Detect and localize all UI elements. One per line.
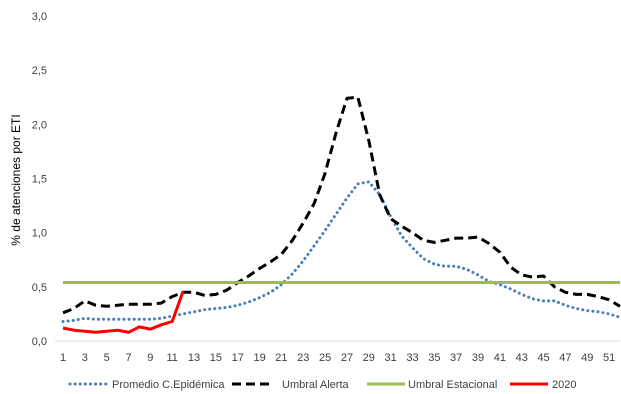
legend-label: Promedio C.Epidémica — [112, 379, 225, 391]
x-tick-label: 47 — [559, 352, 571, 364]
x-tick-label: 13 — [188, 352, 200, 364]
y-tick-label: 1,0 — [32, 228, 47, 240]
x-tick-label: 1 — [60, 352, 66, 364]
y-axis-ticks: 0,0 0,5 1,0 1,5 2,0 2,5 3,0 — [32, 11, 47, 348]
x-axis-ticks: 1 3 5 7 9 11 13 15 17 19 21 23 25 27 29 31 33 35 37 39 41 43 4… — [60, 352, 615, 364]
x-tick-label: 29 — [363, 352, 375, 364]
y-tick-label: 0,0 — [32, 336, 47, 348]
series-line-promedio-c-epid-mica — [61, 180, 621, 323]
y-tick-label: 2,0 — [32, 119, 47, 131]
y-tick-label: 0,5 — [32, 282, 47, 294]
x-tick-label: 37 — [450, 352, 462, 364]
legend-label: Umbral Alerta — [282, 379, 350, 391]
x-tick-label: 41 — [494, 352, 506, 364]
y-tick-label: 1,5 — [32, 174, 47, 186]
x-tick-label: 3 — [82, 352, 88, 364]
x-tick-label: 43 — [516, 352, 528, 364]
legend-label: Umbral Estacional — [408, 379, 497, 391]
x-tick-label: 23 — [297, 352, 309, 364]
x-tick-label: 45 — [537, 352, 549, 364]
x-tick-label: 51 — [603, 352, 615, 364]
x-tick-label: 7 — [125, 352, 131, 364]
x-tick-label: 25 — [319, 352, 331, 364]
y-tick-label: 2,5 — [32, 65, 47, 77]
legend: Promedio C.Epidémica Umbral Alerta Umbral … — [68, 379, 576, 391]
x-tick-label: 5 — [104, 352, 110, 364]
y-axis-label: % de atenciones por ETI — [9, 114, 23, 245]
x-tick-label: 31 — [385, 352, 397, 364]
x-tick-label: 15 — [210, 352, 222, 364]
series-line-2020 — [62, 290, 185, 334]
x-tick-label: 39 — [472, 352, 484, 364]
legend-label: 2020 — [552, 379, 576, 391]
y-tick-label: 3,0 — [32, 11, 47, 23]
x-tick-label: 33 — [406, 352, 418, 364]
x-tick-label: 49 — [581, 352, 593, 364]
x-tick-label: 11 — [167, 352, 178, 364]
x-tick-label: 9 — [147, 352, 153, 364]
x-tick-label: 19 — [253, 352, 265, 364]
series-layer — [61, 95, 621, 334]
x-tick-label: 21 — [275, 352, 287, 364]
x-tick-label: 27 — [341, 352, 353, 364]
x-tick-label: 17 — [232, 352, 244, 364]
x-tick-label: 35 — [428, 352, 440, 364]
series-line-umbral-alerta — [62, 95, 621, 315]
